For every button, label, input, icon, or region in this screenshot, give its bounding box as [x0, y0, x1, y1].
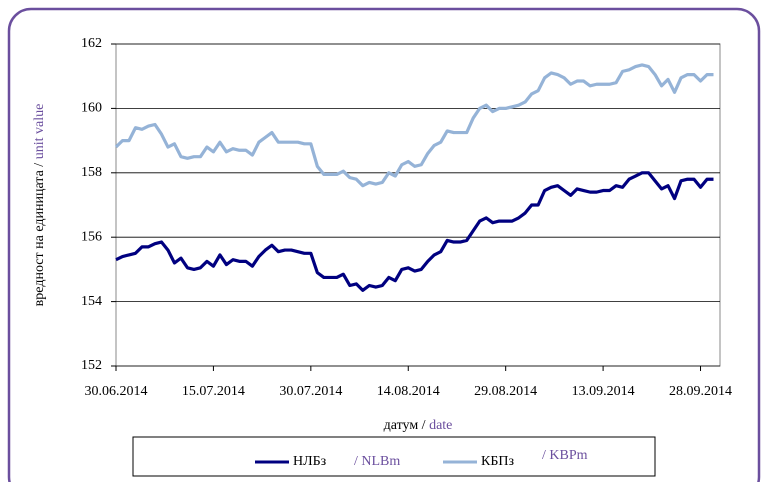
x-axis-label-local: датум /: [384, 418, 426, 433]
y-tick-label: 154: [81, 294, 102, 309]
x-tick-label: 15.07.2014: [182, 384, 245, 399]
x-tick-label: 14.08.2014: [377, 384, 440, 399]
plot-area: [115, 43, 721, 367]
x-axis-label: датум / date: [384, 418, 453, 433]
x-axis-label-en: date: [429, 418, 452, 433]
legend: [132, 436, 656, 477]
x-tick-label: 29.08.2014: [474, 384, 537, 399]
y-tick-label: 152: [81, 358, 102, 373]
x-tick-label: 13.09.2014: [572, 384, 635, 399]
y-tick-label: 156: [81, 229, 102, 244]
y-tick-label: 160: [81, 101, 102, 116]
legend-label: НЛБз: [293, 454, 327, 469]
x-tick-label: 28.09.2014: [669, 384, 732, 399]
y-tick-label: 158: [81, 165, 102, 180]
series-line: [115, 171, 714, 292]
x-tick-label: 30.07.2014: [279, 384, 342, 399]
y-axis-label: вредност на единицата / unit value: [32, 104, 47, 307]
y-axis-label-en: unit value: [32, 104, 47, 160]
x-tick-label: 30.06.2014: [85, 384, 148, 399]
series-line: [114, 63, 714, 188]
y-axis-label-local: вредност на единицата /: [32, 163, 47, 307]
y-tick-label: 162: [81, 36, 102, 51]
legend-label: КБПз: [481, 454, 514, 469]
legend-label-en: / NLBm: [354, 454, 400, 469]
legend-label-en: / KBPm: [542, 448, 588, 463]
